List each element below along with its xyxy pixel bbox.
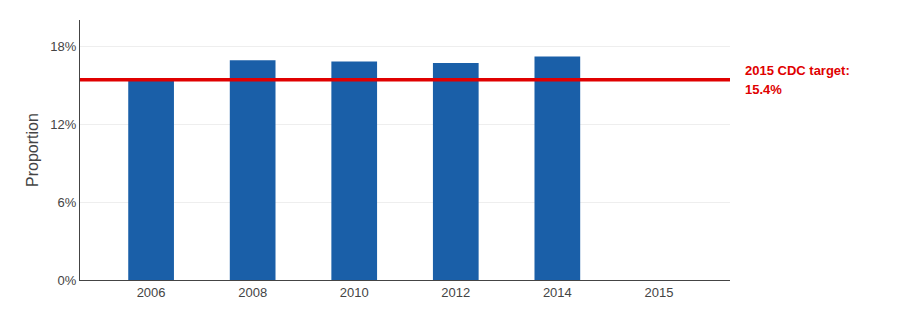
svg-text:2010: 2010 bbox=[340, 285, 369, 300]
svg-text:15.4%: 15.4% bbox=[745, 82, 782, 97]
svg-text:Proportion: Proportion bbox=[24, 113, 41, 187]
svg-text:2012: 2012 bbox=[441, 285, 470, 300]
svg-text:12%: 12% bbox=[50, 117, 76, 132]
svg-text:6%: 6% bbox=[58, 195, 77, 210]
svg-text:2008: 2008 bbox=[238, 285, 267, 300]
svg-text:2015 CDC target:: 2015 CDC target: bbox=[745, 63, 850, 78]
svg-text:2006: 2006 bbox=[137, 285, 166, 300]
svg-text:2014: 2014 bbox=[543, 285, 572, 300]
svg-text:18%: 18% bbox=[50, 39, 76, 54]
svg-text:2015: 2015 bbox=[644, 285, 673, 300]
svg-text:0%: 0% bbox=[58, 273, 77, 288]
